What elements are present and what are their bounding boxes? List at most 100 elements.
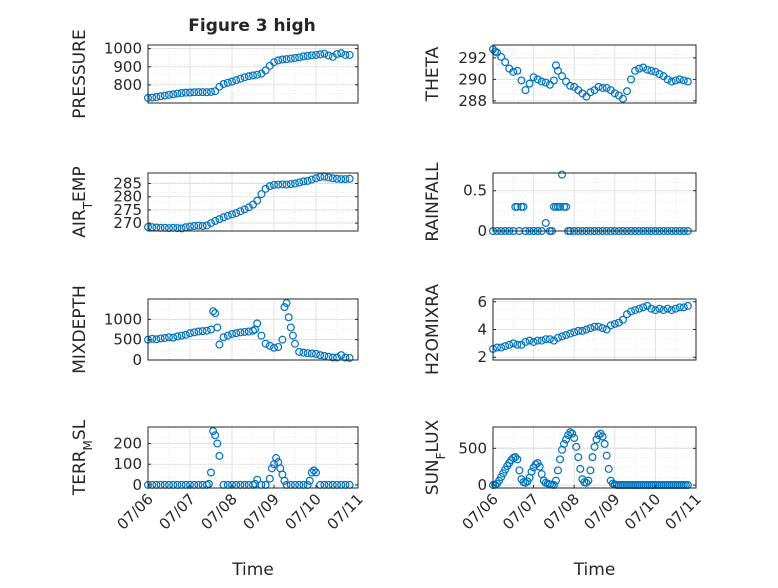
data-point — [622, 87, 631, 96]
data-point — [213, 439, 222, 448]
data-point — [173, 332, 182, 341]
data-point — [568, 429, 577, 438]
data-point — [643, 65, 652, 74]
data-point — [320, 351, 329, 360]
y-tick-label: 1000 — [104, 40, 142, 58]
data-point — [253, 196, 262, 205]
data-point — [219, 213, 228, 222]
subplot-theta: 288 290 292 THETA — [423, 44, 697, 110]
data-point — [286, 54, 295, 63]
data-point — [582, 325, 591, 334]
y-axis-label-subscript: M — [81, 440, 95, 450]
data-point — [173, 89, 182, 98]
data-point — [555, 202, 564, 211]
series-markers — [144, 172, 354, 233]
data-point — [278, 180, 287, 189]
data-point — [560, 439, 569, 448]
data-point — [236, 74, 245, 83]
figure-title: Figure 3 high — [188, 16, 316, 36]
data-point — [194, 221, 203, 230]
data-point — [307, 349, 316, 358]
data-point — [594, 322, 603, 331]
data-point — [553, 466, 562, 475]
data-point — [228, 77, 237, 86]
data-point — [148, 334, 157, 343]
data-point — [345, 174, 354, 183]
data-point — [223, 211, 232, 220]
data-point — [156, 334, 165, 343]
data-point — [291, 54, 300, 63]
data-point — [602, 325, 611, 334]
data-point — [639, 303, 648, 312]
data-point — [493, 343, 502, 352]
data-point — [274, 180, 283, 189]
data-point — [675, 303, 684, 312]
y-axis-label: H2OMIXRA — [423, 284, 443, 375]
y-axis-label: SUNFLUX — [423, 419, 448, 495]
data-point — [270, 180, 279, 189]
y-axis-label-rest: LUX — [423, 419, 443, 452]
data-point — [513, 455, 522, 464]
data-point — [190, 221, 199, 230]
data-point — [588, 453, 597, 462]
data-point — [582, 92, 591, 101]
data-point — [333, 50, 342, 59]
data-point — [545, 80, 554, 89]
data-point — [586, 88, 595, 97]
data-point — [211, 87, 220, 96]
data-point — [215, 451, 224, 460]
data-point — [519, 202, 528, 211]
data-point — [270, 58, 279, 67]
x-tick-label: 07/09 — [240, 490, 283, 533]
axes-box — [492, 426, 697, 489]
data-point — [209, 307, 218, 316]
subplot-h2omixra: 2 4 6 H2OMIXRA — [423, 284, 697, 375]
data-point — [341, 353, 350, 362]
data-point — [324, 173, 333, 182]
data-point — [659, 306, 668, 315]
data-point — [497, 343, 506, 352]
data-point — [291, 179, 300, 188]
data-point — [165, 90, 174, 99]
x-tick-label: 07/07 — [499, 490, 542, 533]
subplot-mixdepth: 0 500 1000 MIXDEPTH — [70, 285, 359, 374]
x-tick-label: 07/06 — [459, 490, 502, 533]
data-point — [207, 468, 216, 477]
x-tick-label: 07/10 — [621, 490, 664, 533]
data-point — [509, 339, 518, 348]
y-tick-label: 2 — [477, 348, 487, 366]
data-point — [148, 93, 157, 102]
data-point — [198, 221, 207, 230]
data-point — [651, 67, 660, 76]
data-point — [299, 348, 308, 357]
data-point — [211, 216, 220, 225]
data-point — [190, 328, 199, 337]
data-point — [594, 82, 603, 91]
data-point — [261, 339, 270, 348]
data-point — [232, 76, 241, 85]
data-point — [328, 52, 337, 61]
data-point — [328, 353, 337, 362]
data-point — [202, 88, 211, 97]
data-point — [627, 307, 636, 316]
data-point — [562, 435, 571, 444]
data-point — [215, 340, 224, 349]
data-point — [635, 64, 644, 73]
data-point — [312, 349, 321, 358]
x-tick-label: 07/10 — [282, 490, 325, 533]
data-point — [278, 335, 287, 344]
y-axis-label: TERRMSL — [70, 419, 95, 496]
data-point — [215, 215, 224, 224]
data-point — [537, 336, 546, 345]
data-point — [186, 222, 195, 231]
data-point — [278, 55, 287, 64]
y-tick-label: 6 — [477, 293, 487, 311]
y-tick-label: 292 — [458, 49, 487, 67]
data-point — [513, 340, 522, 349]
data-point — [177, 89, 186, 98]
data-point — [274, 56, 283, 65]
data-point — [207, 87, 216, 96]
